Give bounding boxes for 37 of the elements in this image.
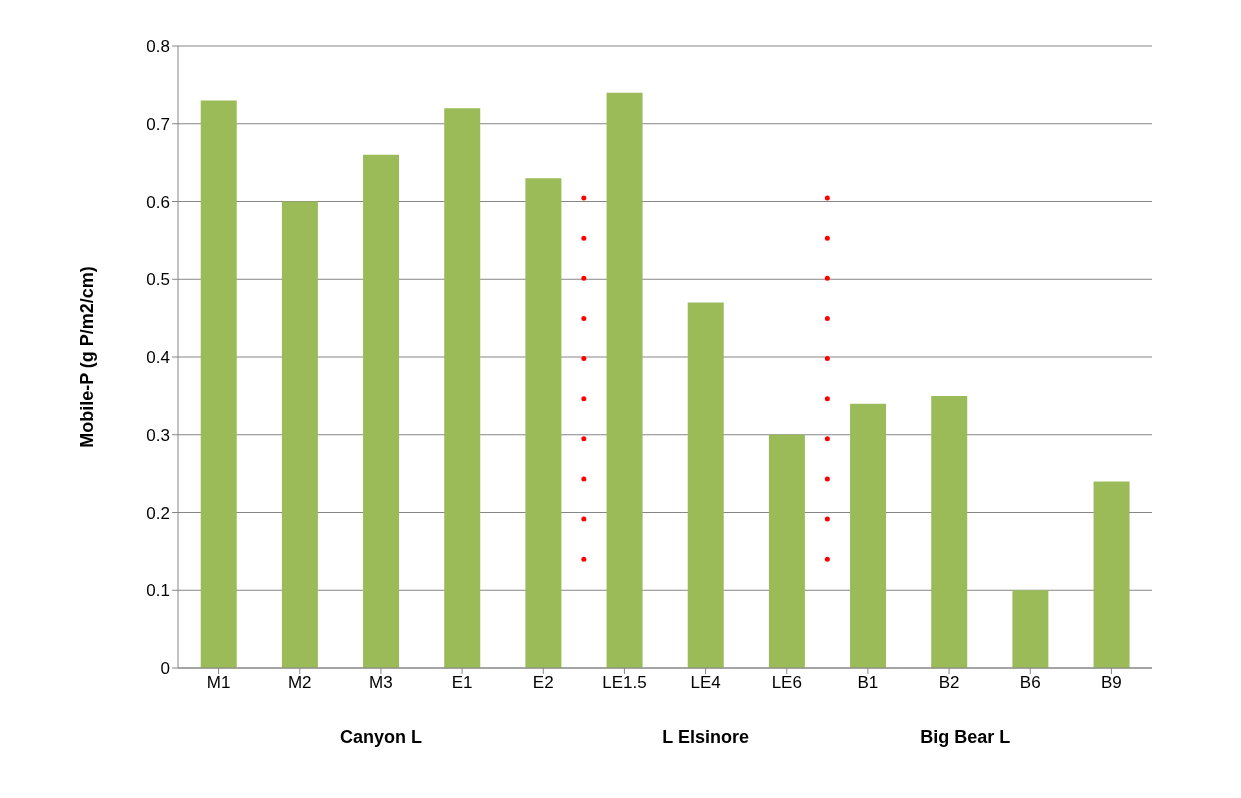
bar [850, 403, 887, 668]
bar [606, 92, 643, 668]
y-axis-title: Mobile-P (g P/m2/cm) [77, 266, 97, 448]
bar [931, 395, 968, 668]
text: L Elsinore [662, 727, 749, 747]
bar [768, 434, 805, 668]
y-tick-label: 0 [160, 659, 170, 679]
x-tick-label: M1 [206, 673, 231, 693]
x-tick-label: LE1.5 [602, 673, 647, 693]
x-tick-label: B9 [1101, 673, 1122, 693]
x-tick-label: M2 [287, 673, 312, 693]
bar [200, 100, 237, 668]
bar [1093, 481, 1130, 668]
y-tick-label: 0.3 [146, 425, 170, 445]
bar [281, 201, 318, 668]
x-tick-label: B2 [938, 673, 960, 693]
x-tick-label: M3 [369, 673, 393, 693]
y-tick-label: 0.5 [146, 270, 170, 290]
x-tick-label: B6 [1019, 673, 1041, 693]
y-tick-label: 0.7 [146, 114, 170, 134]
bar [363, 154, 400, 668]
y-tick-label: 0.1 [146, 581, 170, 601]
y-tick-label: 0.6 [146, 192, 170, 212]
bar [525, 178, 562, 668]
x-tick-label: LE6 [771, 673, 802, 693]
y-tick-label: 0.2 [146, 503, 170, 523]
x-tick-label: B1 [857, 673, 879, 693]
bar [687, 302, 724, 668]
text: Big Bear L [920, 727, 1011, 747]
x-tick-label: LE4 [690, 673, 721, 693]
y-tick-label: 0.8 [146, 37, 170, 57]
y-tick-label: 0.4 [146, 348, 170, 368]
text: Canyon L [339, 727, 422, 747]
bar [444, 108, 481, 668]
x-tick-label: E1 [451, 673, 473, 693]
x-tick-label: E2 [532, 673, 554, 693]
bar [1012, 590, 1049, 668]
